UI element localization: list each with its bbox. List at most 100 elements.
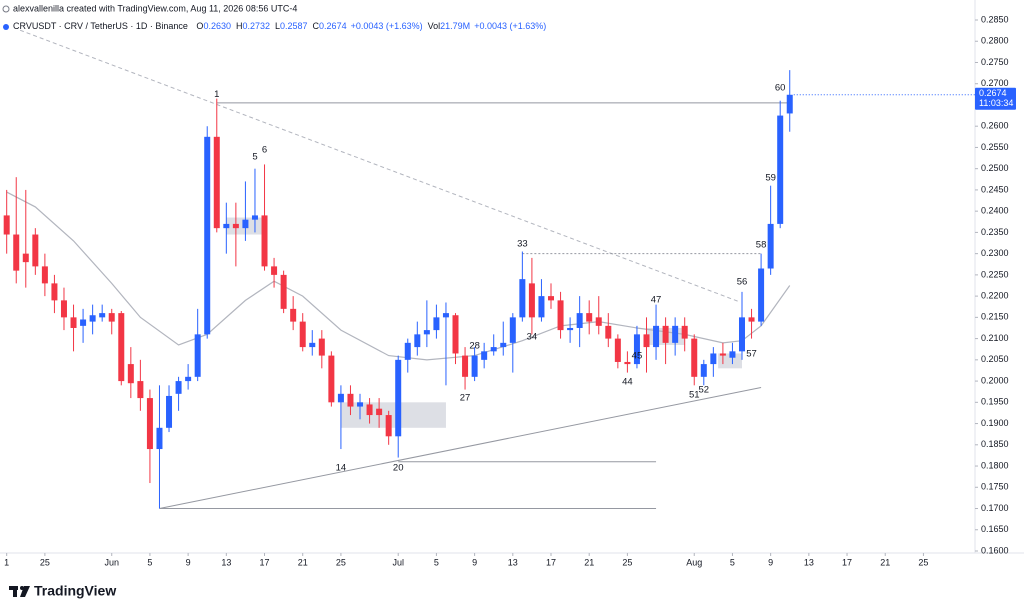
- y-tick-label: 0.2050: [981, 354, 1009, 364]
- y-tick-label: 0.1600: [981, 545, 1009, 555]
- candle-body: [452, 315, 459, 354]
- y-tick-label: 0.2150: [981, 312, 1009, 322]
- y-tick-label: 0.2450: [981, 184, 1009, 194]
- last-price-label: 0.2674: [979, 88, 1007, 98]
- y-tick-label: 0.2550: [981, 142, 1009, 152]
- wave-label: 60: [775, 82, 786, 93]
- y-tick-label: 0.2400: [981, 206, 1009, 216]
- x-tick-label: 25: [622, 557, 632, 567]
- candles: [3, 70, 793, 509]
- candle-body: [538, 296, 545, 318]
- legend-value: 0.2674: [319, 21, 347, 31]
- legend-value: 0.2630: [203, 21, 231, 31]
- legend-value: 0.2732: [242, 21, 270, 31]
- candle-body: [13, 234, 20, 271]
- candle-body: [557, 300, 564, 331]
- candle-body: [51, 283, 58, 301]
- candle-body: [519, 279, 526, 318]
- y-tick-label: 0.2350: [981, 227, 1009, 237]
- wave-label: 14: [336, 463, 347, 474]
- legend-key: L: [275, 21, 280, 31]
- x-tick-label: 5: [147, 557, 152, 567]
- candle-body: [395, 359, 402, 437]
- x-tick-label: 21: [298, 557, 308, 567]
- brand: TradingView: [34, 583, 116, 599]
- candle-body: [328, 355, 335, 403]
- candle-body: [548, 296, 555, 301]
- candle-body: [500, 342, 507, 348]
- y-tick-label: 0.2500: [981, 163, 1009, 173]
- candle-body: [423, 330, 430, 335]
- y-tick-label: 0.2200: [981, 290, 1009, 300]
- wave-label: 1: [214, 89, 219, 100]
- logo-part: [13, 586, 17, 597]
- candle-body: [700, 364, 707, 377]
- x-tick-label: 13: [508, 557, 518, 567]
- y-tick-label: 0.1700: [981, 503, 1009, 513]
- candle-body: [357, 402, 364, 407]
- logo-part: [20, 586, 30, 597]
- candle-body: [433, 317, 440, 331]
- x-tick-label: 9: [186, 557, 191, 567]
- wave-label: 59: [765, 173, 776, 184]
- candle-body: [99, 313, 106, 318]
- y-tick-label: 0.1800: [981, 460, 1009, 470]
- wave-label: 28: [469, 340, 480, 351]
- y-tick-label: 0.2300: [981, 248, 1009, 258]
- candle-body: [70, 317, 77, 328]
- candle-body: [204, 136, 211, 335]
- legend-key: O: [196, 21, 203, 31]
- candle-body: [32, 234, 39, 267]
- y-tick-label: 0.1900: [981, 418, 1009, 428]
- candle-body: [681, 325, 688, 339]
- x-tick-label: 9: [472, 557, 477, 567]
- wave-label: 52: [699, 385, 710, 396]
- volume-change: +0.0043 (+1.63%): [474, 21, 546, 31]
- candle-body: [738, 317, 745, 352]
- last-price-box: [975, 87, 1016, 110]
- trend-line: [159, 386, 762, 510]
- x-tick-label: 1: [4, 557, 9, 567]
- wave-label: 44: [622, 376, 633, 387]
- y-tick-label: 0.2750: [981, 57, 1009, 67]
- candle-body: [643, 334, 650, 348]
- candle-body: [347, 393, 354, 407]
- wave-label: 27: [460, 393, 471, 404]
- wave-label: 33: [517, 238, 528, 249]
- candle-body: [271, 266, 278, 275]
- candle-body: [261, 215, 268, 267]
- y-tick-label: 0.2600: [981, 121, 1009, 131]
- y-tick-label: 0.2850: [981, 14, 1009, 24]
- candle-body: [385, 415, 392, 437]
- x-tick-label: 5: [730, 557, 735, 567]
- wave-label: 34: [527, 331, 538, 342]
- symbol: CRVUSDT · CRV / TetherUS · 1D · Binance: [13, 21, 188, 31]
- candle-body: [691, 338, 698, 377]
- candle-body: [242, 219, 249, 229]
- candle-body: [490, 347, 497, 352]
- candle-body: [22, 253, 29, 263]
- x-tick-label: 13: [221, 557, 231, 567]
- wave-label: 45: [632, 351, 643, 362]
- symbol-icon: [3, 24, 9, 30]
- zone-box: [340, 402, 446, 428]
- x-tick-label: 17: [546, 557, 556, 567]
- candle-body: [509, 317, 516, 343]
- legend: CRVUSDT · CRV / TetherUS · 1D · Binance …: [13, 21, 546, 31]
- x-tick-label: 13: [804, 557, 814, 567]
- candle-body: [366, 404, 373, 416]
- x-tick-label: Jul: [392, 557, 404, 567]
- countdown: 11:03:34: [979, 98, 1013, 108]
- candle-body: [633, 334, 640, 365]
- candle-body: [127, 364, 134, 384]
- candle-body: [729, 351, 736, 358]
- candle-body: [528, 283, 535, 318]
- y-tick-label: 0.2800: [981, 36, 1009, 46]
- x-tick-label: 17: [260, 557, 270, 567]
- user-icon: [2, 5, 10, 13]
- candle-body: [3, 215, 10, 235]
